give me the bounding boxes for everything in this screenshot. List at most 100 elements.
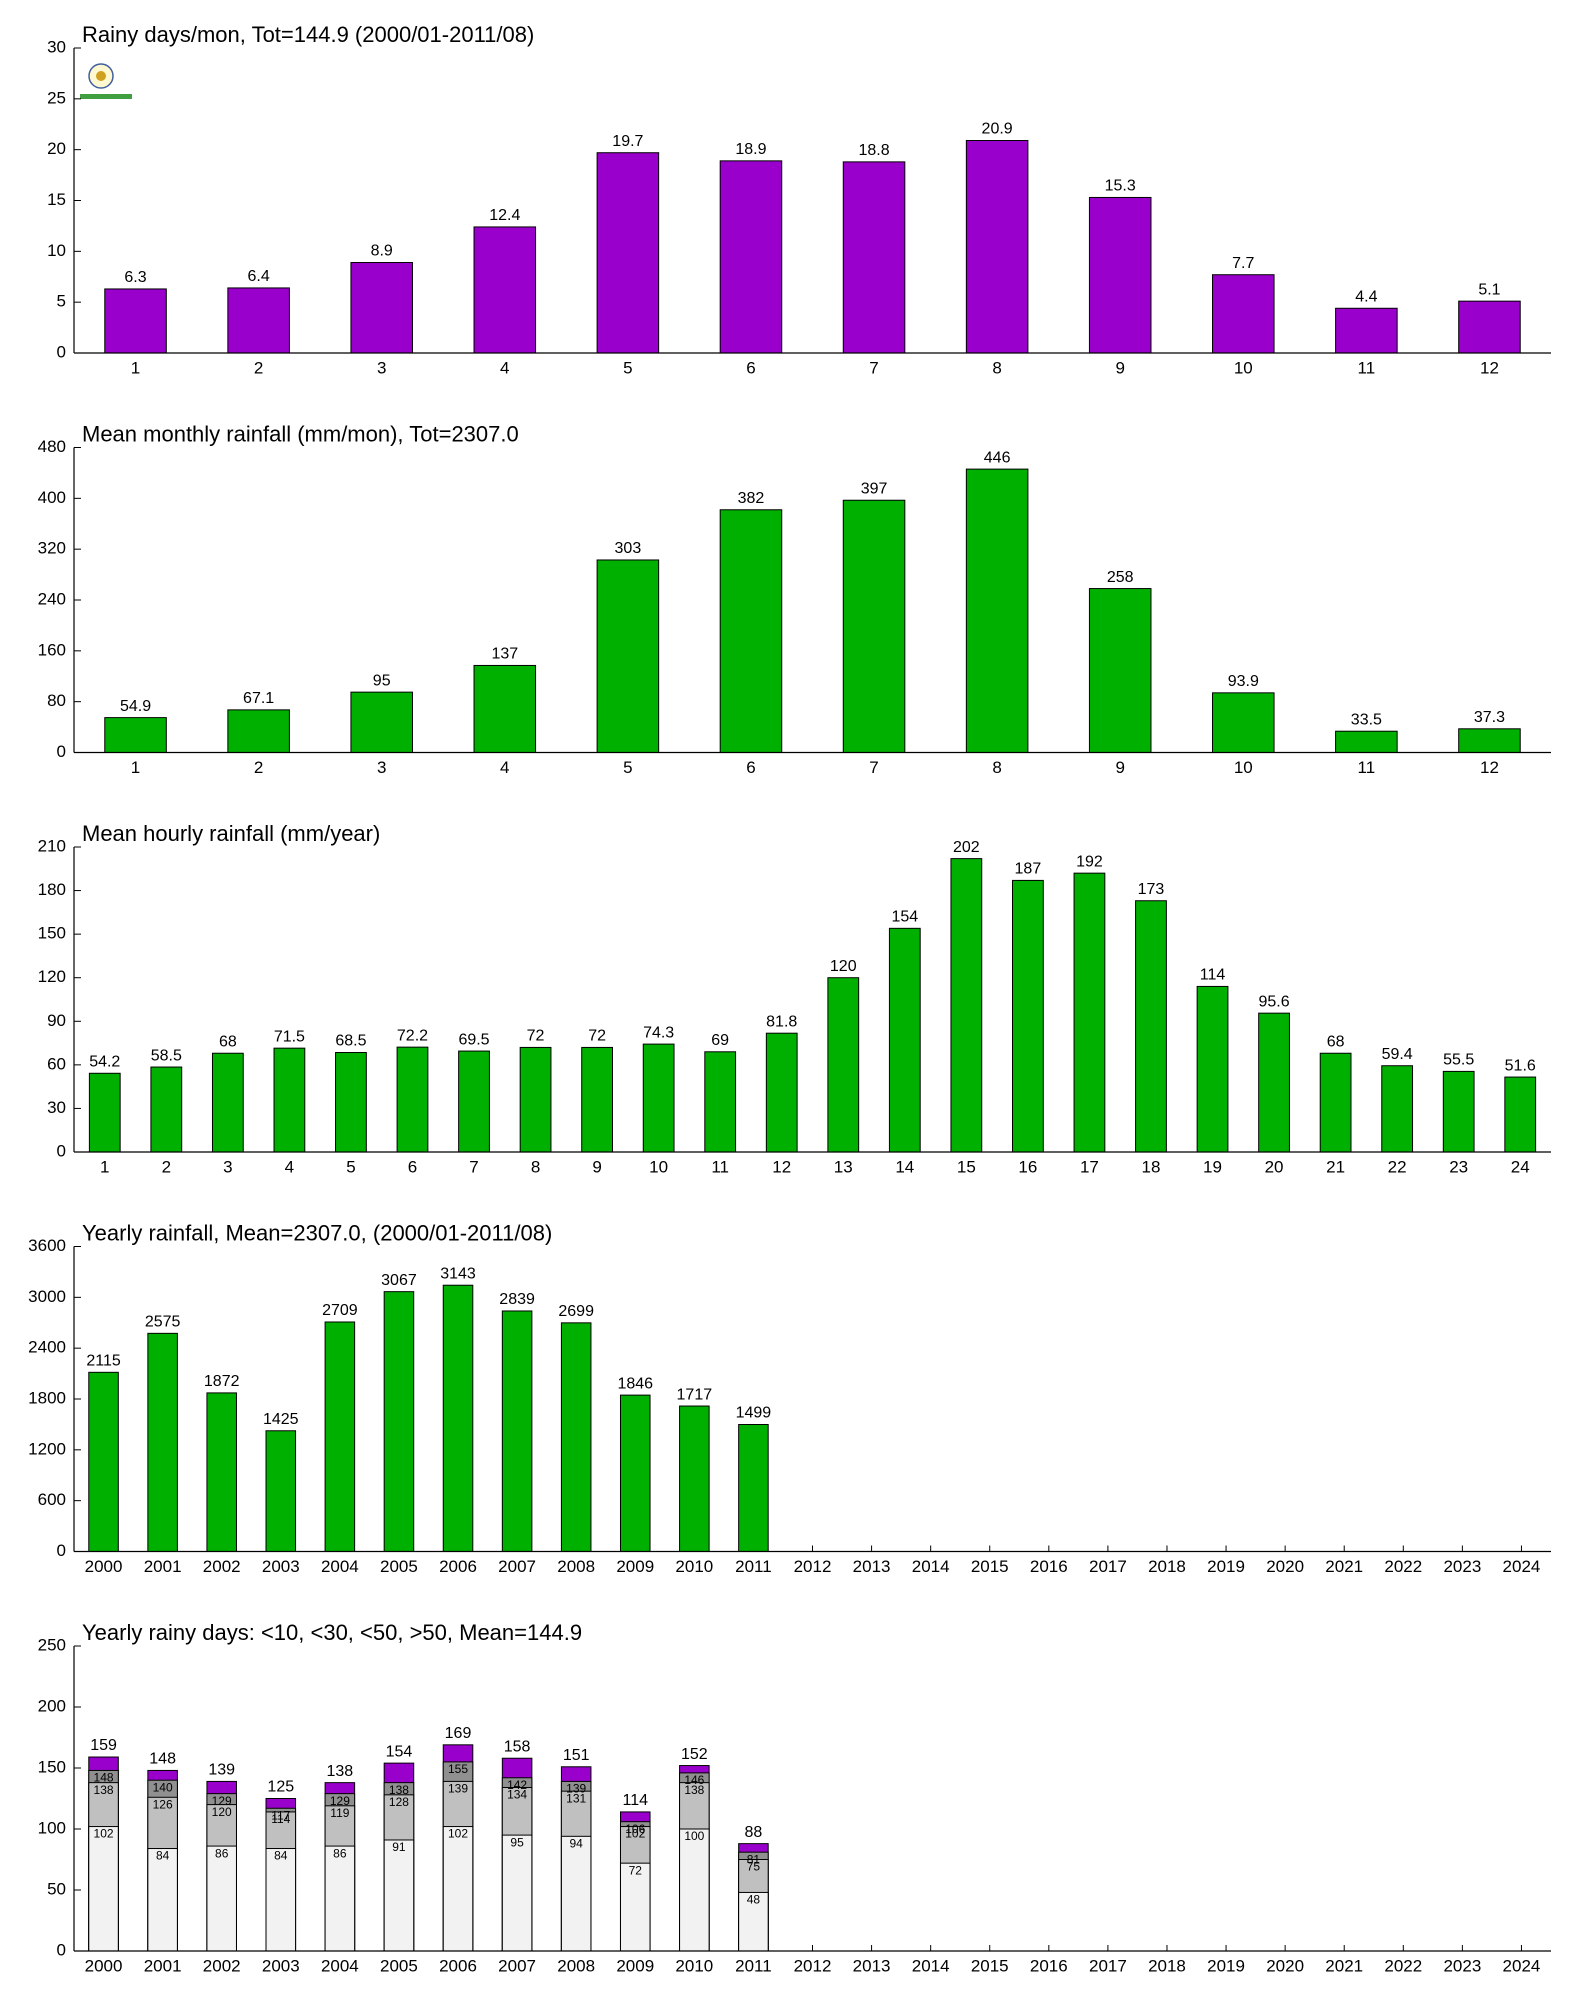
bar [265, 1848, 297, 1952]
value-label: 187 [1015, 861, 1042, 878]
x-tick-label: 1 [100, 1157, 109, 1176]
bar [88, 1371, 119, 1552]
value-label: 129 [330, 1794, 350, 1808]
x-tick-label: 2016 [1030, 1956, 1068, 1975]
logo [80, 63, 132, 99]
value-label: 159 [90, 1737, 117, 1754]
value-label: 137 [491, 646, 518, 663]
x-tick-label: 23 [1449, 1157, 1468, 1176]
x-tick-label: 2000 [85, 1956, 123, 1975]
bar [473, 664, 537, 754]
value-label: 1425 [263, 1411, 299, 1428]
bar [679, 1405, 710, 1553]
value-label: 139 [566, 1782, 586, 1796]
y-tick-label: 400 [38, 488, 66, 507]
value-label: 131 [566, 1791, 586, 1805]
bar [206, 1845, 237, 1952]
bar [335, 1052, 367, 1153]
value-label: 95 [510, 1835, 524, 1849]
bar [211, 1052, 244, 1153]
value-label: 148 [94, 1771, 114, 1785]
bar [1196, 985, 1229, 1153]
value-label: 119 [330, 1806, 349, 1820]
y-tick-label: 30 [47, 37, 66, 56]
chart-title: Mean hourly rainfall (mm/year) [82, 821, 380, 846]
value-label: 59.4 [1382, 1046, 1413, 1063]
x-tick-label: 2001 [144, 1956, 182, 1975]
x-tick-label: 2016 [1030, 1557, 1068, 1576]
x-tick-label: 2011 [735, 1557, 772, 1576]
bar [596, 152, 660, 354]
x-tick-label: 7 [469, 1157, 478, 1176]
x-tick-label: 12 [772, 1157, 791, 1176]
value-label: 138 [327, 1763, 354, 1780]
x-tick-label: 2021 [1325, 1557, 1363, 1576]
value-label: 88 [745, 1824, 763, 1841]
chart-title: Rainy days/mon, Tot=144.9 (2000/01-2011/… [82, 22, 534, 47]
x-tick-label: 2007 [498, 1557, 536, 1576]
bar [619, 1394, 651, 1552]
x-tick-label: 4 [500, 358, 509, 377]
value-label: 202 [953, 839, 980, 856]
value-label: 129 [212, 1794, 232, 1808]
y-tick-label: 30 [47, 1098, 66, 1117]
bar [1212, 274, 1275, 354]
value-label: 139 [448, 1782, 468, 1796]
value-label: 67.1 [243, 690, 274, 707]
x-tick-label: 9 [1115, 758, 1124, 777]
bar [442, 1826, 474, 1952]
x-tick-label: 2010 [675, 1557, 713, 1576]
x-tick-label: 10 [649, 1157, 668, 1176]
bar [350, 691, 413, 754]
x-tick-label: 2001 [144, 1557, 182, 1576]
value-label: 138 [389, 1783, 409, 1797]
y-tick-label: 480 [38, 437, 66, 456]
bar [324, 1321, 356, 1553]
x-tick-label: 3 [377, 758, 386, 777]
bar [1258, 1012, 1290, 1153]
x-tick-label: 2015 [971, 1956, 1009, 1975]
value-label: 86 [333, 1846, 347, 1860]
bar [458, 1050, 490, 1153]
bar [719, 160, 783, 354]
x-tick-label: 2014 [912, 1557, 950, 1576]
value-label: 155 [448, 1762, 468, 1776]
bar [396, 1046, 429, 1153]
bar [560, 1835, 592, 1952]
y-tick-label: 120 [38, 967, 66, 986]
value-label: 91 [392, 1840, 406, 1854]
x-tick-label: 2000 [85, 1557, 123, 1576]
y-tick-label: 1800 [28, 1388, 66, 1407]
y-tick-label: 0 [57, 1541, 66, 1560]
y-tick-label: 5 [57, 292, 66, 311]
x-tick-label: 9 [1115, 358, 1124, 377]
bar [842, 499, 906, 754]
x-tick-label: 2018 [1148, 1956, 1186, 1975]
y-tick-label: 2400 [28, 1338, 66, 1357]
bar [227, 709, 290, 753]
x-tick-label: 4 [500, 758, 509, 777]
value-label: 75 [747, 1860, 761, 1874]
value-label: 37.3 [1474, 709, 1505, 726]
value-label: 120 [212, 1805, 232, 1819]
y-tick-label: 0 [57, 1141, 66, 1160]
x-tick-label: 2004 [321, 1557, 359, 1576]
x-tick-label: 2009 [616, 1557, 654, 1576]
value-label: 3067 [381, 1272, 417, 1289]
y-tick-label: 200 [38, 1696, 66, 1715]
y-tick-label: 3000 [28, 1287, 66, 1306]
y-tick-label: 10 [47, 241, 66, 260]
x-tick-label: 16 [1018, 1157, 1037, 1176]
bar [765, 1032, 798, 1153]
value-label: 2575 [145, 1314, 181, 1331]
x-tick-label: 2019 [1207, 1956, 1245, 1975]
x-tick-label: 2009 [616, 1956, 654, 1975]
value-label: 446 [984, 449, 1011, 466]
x-tick-label: 22 [1388, 1157, 1407, 1176]
bar [1073, 872, 1106, 1153]
x-tick-label: 8 [992, 358, 1001, 377]
value-label: 1846 [617, 1375, 653, 1392]
value-label: 146 [684, 1773, 704, 1787]
y-tick-label: 25 [47, 88, 66, 107]
value-label: 68 [1327, 1033, 1345, 1050]
